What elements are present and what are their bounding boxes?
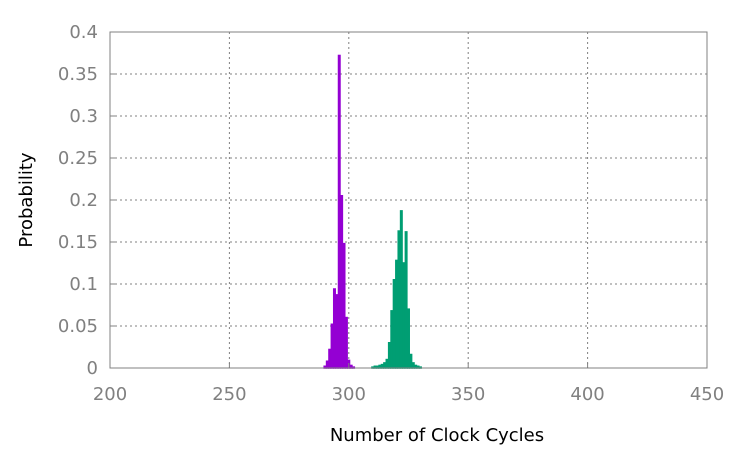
bar-series-2 (397, 230, 401, 369)
bar-series-2 (390, 310, 394, 369)
bar-series-2 (402, 262, 406, 369)
bar-series-1 (340, 195, 344, 369)
bar-series-2 (387, 341, 391, 369)
x-tick-label: 400 (570, 384, 604, 405)
bar-series-2 (385, 358, 389, 369)
x-tick-label: 250 (212, 384, 246, 405)
bar-series-2 (380, 363, 384, 369)
bar-series-2 (399, 210, 403, 369)
x-tick-label: 450 (690, 384, 724, 405)
bars (323, 54, 422, 369)
bar-series-1 (344, 316, 348, 369)
bar-series-1 (337, 54, 341, 369)
x-axis-title: Number of Clock Cycles (330, 425, 544, 446)
y-tick-label: 0.25 (58, 148, 98, 169)
bar-series-2 (395, 259, 399, 369)
bar-series-2 (383, 362, 387, 369)
bar-series-2 (409, 353, 413, 369)
bar-series-2 (392, 278, 396, 369)
x-tick-label: 300 (332, 384, 366, 405)
y-axis-ticks: 0 0.05 0.1 0.15 0.2 0.25 0.3 0.35 0.4 (58, 22, 115, 379)
bar-series-1 (328, 348, 332, 369)
bar-series-1 (342, 242, 346, 369)
y-tick-label: 0.2 (69, 190, 98, 211)
grid (110, 32, 707, 368)
y-tick-label: 0.05 (58, 316, 98, 337)
y-axis-title: Probability (16, 152, 37, 247)
bar-series-1 (325, 360, 329, 369)
x-axis-ticks: 200 250 300 350 400 450 (93, 363, 724, 405)
y-tick-label: 0 (87, 358, 98, 379)
bar-series-2 (407, 308, 410, 369)
y-tick-label: 0.1 (69, 274, 98, 295)
bar-series-2 (411, 362, 415, 369)
y-tick-label: 0.3 (69, 106, 98, 127)
bar-series-2 (404, 231, 408, 369)
y-tick-label: 0.4 (69, 22, 98, 43)
x-tick-label: 200 (93, 384, 127, 405)
y-tick-label: 0.35 (58, 64, 98, 85)
bar-series-1 (330, 323, 334, 369)
x-tick-label: 350 (451, 384, 485, 405)
bar-series-1 (332, 288, 336, 369)
bar-series-1 (335, 294, 339, 369)
y-tick-label: 0.15 (58, 232, 98, 253)
